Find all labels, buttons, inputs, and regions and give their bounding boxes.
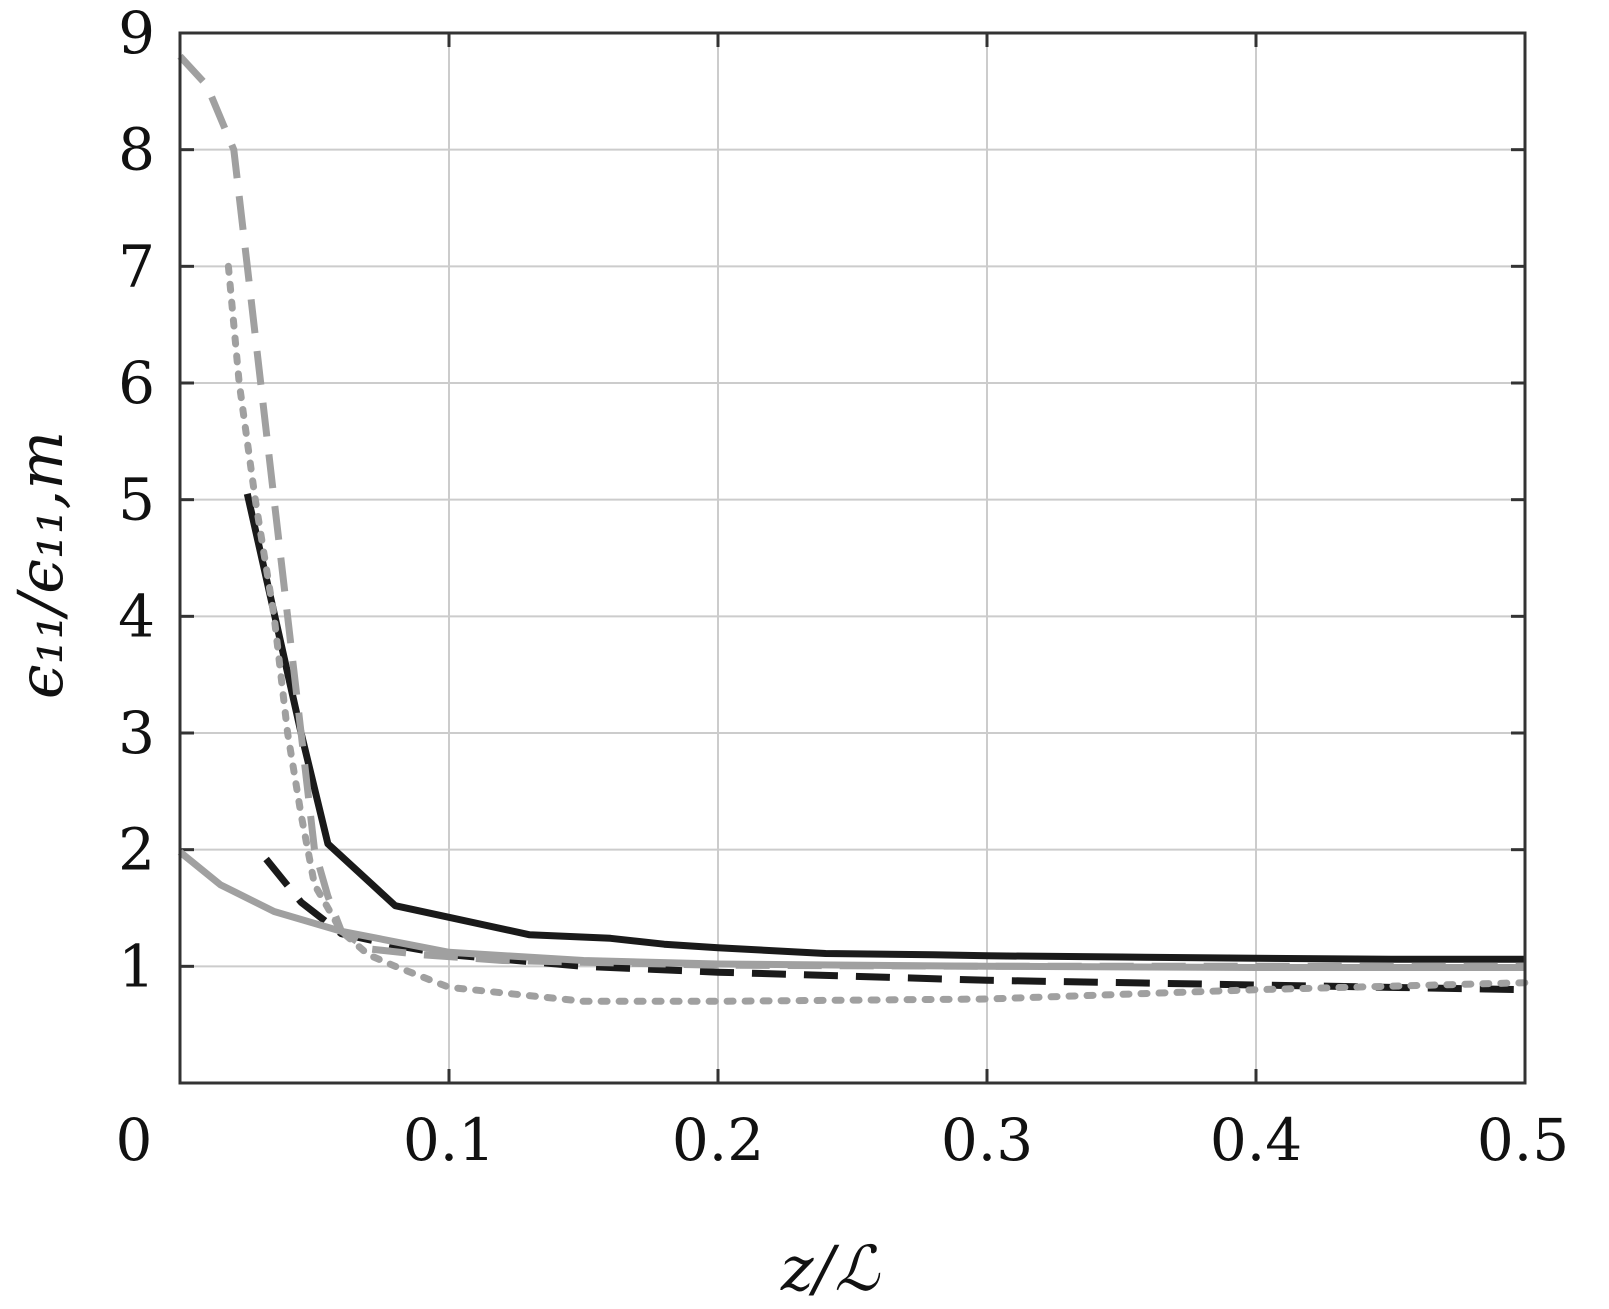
y-tick-label: 8 (118, 116, 155, 184)
series-line-3 (177, 53, 1525, 970)
plot-frame (178, 31, 1527, 1085)
y-tick-label: 5 (118, 466, 155, 534)
series-line-4 (224, 262, 1529, 1005)
series-lines (177, 53, 1529, 1005)
x-axis-label: z/ℒ (780, 1232, 881, 1305)
x-tick-label: 0 (116, 1106, 153, 1174)
x-tick-label: 0.1 (403, 1106, 495, 1174)
y-tick-label: 9 (118, 0, 155, 67)
axis-ticks (178, 31, 1527, 1083)
y-tick-label: 6 (118, 349, 155, 417)
y-tick-label: 7 (118, 232, 155, 300)
y-axis-label: ϵ₁₁/ϵ₁₁,m (4, 431, 77, 699)
series-line-2 (263, 856, 1526, 994)
x-tick-labels: 0 0.1 0.2 0.3 0.4 0.5 (116, 1106, 1570, 1174)
series-line-5 (177, 849, 1525, 971)
y-tick-label: 4 (118, 582, 155, 650)
y-tick-label: 3 (118, 699, 155, 767)
grid-lines (180, 33, 1525, 1083)
y-tick-label: 2 (118, 816, 155, 884)
y-tick-label: 1 (118, 932, 155, 1000)
x-tick-label: 0.5 (1477, 1106, 1569, 1174)
x-tick-label: 0.3 (941, 1106, 1033, 1174)
x-tick-label: 0.4 (1210, 1106, 1302, 1174)
series-line-1 (243, 493, 1525, 963)
x-tick-label: 0.2 (672, 1106, 764, 1174)
y-tick-labels: 1 2 3 4 5 6 7 8 9 (118, 0, 155, 1000)
